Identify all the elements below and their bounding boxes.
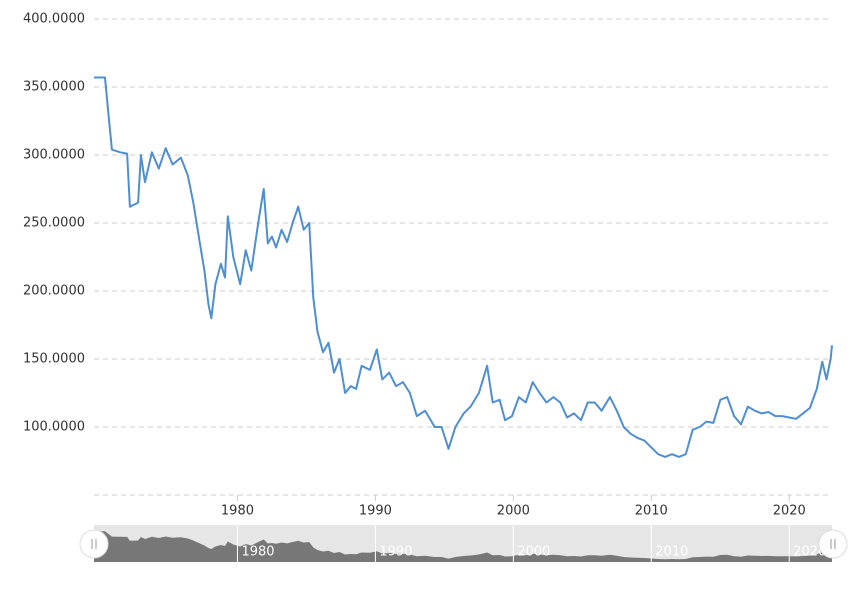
y-tick-label: 300.0000 — [23, 148, 85, 163]
x-tick-label: 2010 — [635, 504, 668, 519]
y-tick-label: 350.0000 — [23, 80, 85, 95]
plot-area: 100.0000 150.0000 200.0000 250.0000 300.0000… — [23, 12, 833, 519]
y-tick-label: 100.0000 — [23, 420, 85, 435]
x-tick-label: 1980 — [221, 504, 254, 519]
series-line — [94, 76, 833, 458]
x-tick-label: 2020 — [773, 504, 806, 519]
y-tick-label: 250.0000 — [23, 216, 85, 231]
navigator-label: 2020 — [793, 545, 826, 560]
handle[interactable] — [79, 529, 109, 559]
x-tick-label: 1990 — [359, 504, 392, 519]
handle[interactable] — [818, 529, 848, 559]
navigator-area — [94, 531, 832, 562]
y-tick-label: 400.0000 — [23, 12, 85, 27]
y-tick-label: 150.0000 — [23, 352, 85, 367]
navigator-label: 2000 — [517, 545, 550, 560]
navigator-handle-right[interactable] — [818, 529, 848, 559]
navigator-label: 1980 — [241, 545, 274, 560]
navigator-label: 1990 — [379, 545, 412, 560]
navigator-handle-left[interactable] — [79, 529, 109, 559]
y-tick-label: 200.0000 — [23, 284, 85, 299]
navigator: 1980 1990 2000 2010 2020 — [94, 525, 832, 562]
x-tick-label: 2000 — [497, 504, 530, 519]
navigator-label: 2010 — [655, 545, 688, 560]
